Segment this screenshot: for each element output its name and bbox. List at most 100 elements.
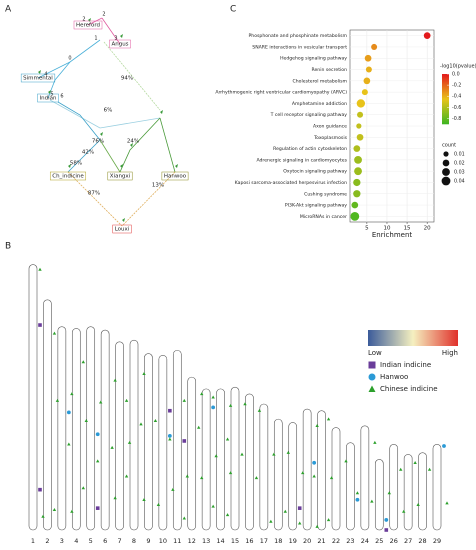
marker-triangle: [124, 398, 129, 402]
marker-circle: [66, 410, 71, 415]
chromosome-label: 2: [45, 537, 49, 545]
tree-node-number: 2: [102, 12, 105, 18]
chromosome-label: 22: [332, 537, 340, 545]
colorbar-tick-label: -0.4: [452, 94, 461, 100]
edge-label: 42%: [82, 150, 94, 156]
legend-marker: [368, 361, 376, 369]
chromosome: [28, 264, 38, 531]
colorbar-segment: [442, 101, 449, 104]
y-tick-label: Axon guidance: [313, 124, 347, 130]
marker-triangle: [81, 360, 85, 364]
tree-node-box: [107, 171, 133, 181]
tree-node-box: [49, 171, 87, 181]
size-legend-label: 0.04: [454, 179, 465, 185]
colorbar-segment: [442, 99, 449, 101]
marker-triangle: [225, 437, 230, 441]
colorbar-segment: [442, 116, 449, 119]
marker-square: [168, 408, 172, 413]
chromosome-label: 24: [361, 537, 369, 545]
marker-square: [38, 487, 42, 492]
colorbar-segment: [442, 100, 449, 102]
tree-markers: [38, 18, 178, 222]
panel-label: C: [230, 5, 236, 15]
marker-triangle: [124, 474, 129, 478]
edge-label: 76%: [92, 139, 104, 145]
tree-node-box: [112, 224, 132, 234]
x-tick-label: 20: [424, 226, 431, 232]
colorbar-segment: [442, 114, 449, 116]
marker-triangle: [156, 503, 161, 506]
colorbar-segment: [442, 95, 449, 97]
colorbar-segment: [442, 89, 449, 91]
marker-circle: [95, 432, 100, 437]
marker-triangle: [55, 398, 60, 402]
marker-triangle: [269, 519, 273, 523]
chromosome: [302, 408, 312, 531]
chromosome: [158, 354, 168, 531]
chromosome: [418, 452, 427, 531]
chromosome: [374, 459, 384, 531]
edge-label: 87%: [88, 191, 100, 197]
marker-triangle: [197, 425, 201, 429]
colorbar-segment: [442, 96, 449, 99]
edge-label: 94%: [121, 76, 133, 82]
marker-triangle: [326, 518, 331, 522]
colorbar-segment: [442, 81, 449, 84]
colorbar-segment: [442, 111, 449, 114]
chromosome-label: 23: [346, 537, 354, 545]
tree-edges: [37, 17, 176, 227]
colorbar-segment: [442, 87, 449, 90]
y-tick-label: Amphetamine addiction: [292, 101, 347, 107]
dot: [356, 123, 362, 129]
tree-node-box: [73, 20, 103, 30]
chromosome: [288, 422, 298, 531]
x-tick-label: 5: [365, 226, 369, 232]
tree-node-box: [161, 171, 189, 181]
marker-circle: [167, 434, 172, 438]
marker-triangle: [110, 445, 114, 449]
marker-triangle: [171, 487, 175, 491]
tree-node-label: Louxi: [115, 227, 130, 233]
chromosome: [403, 454, 413, 531]
marker-triangle: [370, 499, 374, 503]
colorbar-segment: [442, 85, 449, 87]
chromosome: [216, 388, 225, 531]
size-legend-label: 0.01: [454, 152, 465, 158]
colorbar-segment: [442, 80, 449, 82]
chromosome-label: 8: [132, 537, 136, 545]
colorbar-segment: [442, 75, 449, 77]
legend-label: Chinese indicine: [380, 385, 438, 393]
marker-triangle: [402, 509, 406, 513]
marker-triangle: [344, 459, 348, 463]
dot: [423, 32, 431, 39]
marker-triangle: [254, 476, 259, 480]
marker-triangle: [96, 459, 100, 463]
tree-node-number: 0: [68, 56, 71, 62]
tree-node-number: 4: [44, 72, 47, 78]
colorbar-segment: [442, 84, 449, 86]
marker-triangle: [81, 486, 85, 490]
chromosome-label: 18: [274, 537, 282, 545]
y-tick-label: Kaposi sarcoma-associated herpesvirus in…: [235, 180, 347, 186]
colorbar-segment: [442, 112, 449, 115]
chromosome-label: 9: [146, 537, 150, 545]
x-axis-title: Enrichment: [372, 231, 413, 239]
colorbar-tick-label: -0.2: [452, 83, 461, 89]
marker-square: [297, 506, 302, 510]
scale-low-label: Low: [368, 349, 382, 357]
y-tick-label: Oxytocin signaling pathway: [283, 169, 347, 175]
colorbar-segment: [442, 91, 449, 94]
marker-triangle: [211, 504, 215, 508]
marker-triangle: [70, 509, 74, 513]
y-tick-label: Regulation of actin cytoskeleton: [273, 146, 347, 152]
dot: [353, 178, 361, 187]
legend-label: Indian indicine: [380, 361, 431, 369]
chromosome-label: 16: [245, 537, 253, 545]
edge-label: 58%: [70, 161, 82, 167]
colorbar-segment: [442, 97, 449, 100]
y-tick-label: Adrenergic signaling in cardiomyocytes: [256, 157, 347, 163]
marker-triangle: [427, 467, 432, 471]
marker-triangle: [298, 521, 302, 525]
marker-triangle: [445, 501, 449, 505]
colorbar-segment: [442, 119, 449, 121]
